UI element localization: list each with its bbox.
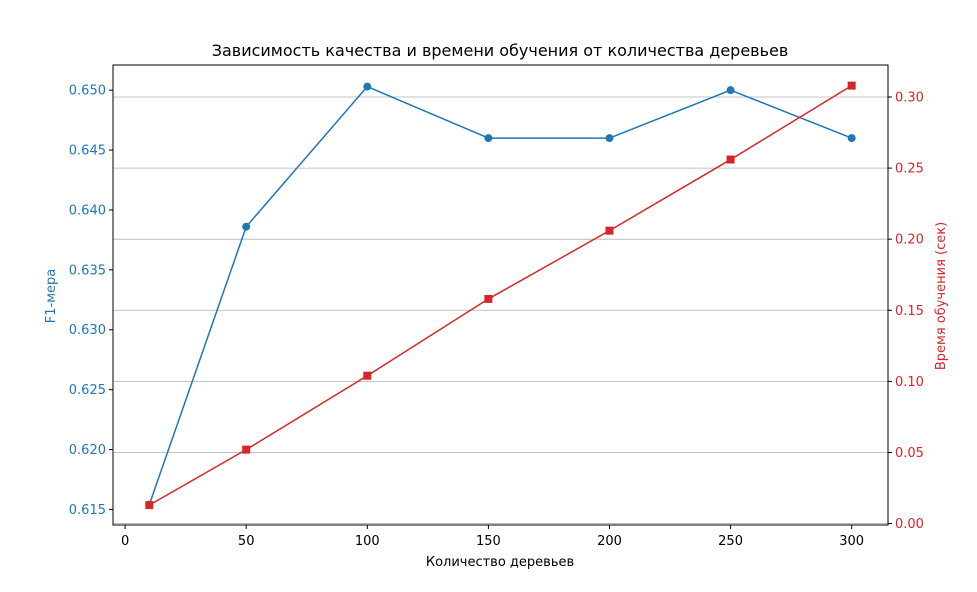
y-left-tick-label: 0.620 — [69, 443, 106, 458]
time-point — [605, 226, 614, 235]
chart-title: Зависимость качества и времени обучения … — [212, 41, 789, 60]
y-right-tick-label: 0.00 — [895, 517, 924, 532]
f1-point — [484, 134, 493, 143]
series-layer — [145, 81, 856, 510]
time-point — [726, 155, 735, 164]
y-left-tick-label: 0.645 — [69, 144, 106, 159]
f1-point — [363, 82, 372, 91]
y-left-tick-label: 0.650 — [69, 84, 106, 99]
time-point — [145, 501, 154, 510]
y-right-tick-label: 0.25 — [895, 162, 924, 177]
y-right-tick-label: 0.20 — [895, 233, 924, 248]
f1-point — [847, 134, 856, 143]
x-tick-label: 50 — [238, 534, 255, 549]
y-left-tick-label: 0.635 — [69, 263, 106, 278]
x-tick-label: 300 — [839, 534, 864, 549]
y-right-tick-label: 0.10 — [895, 375, 924, 390]
x-axis-label: Количество деревьев — [426, 555, 574, 570]
time-point — [242, 445, 251, 454]
f1-point — [726, 86, 735, 95]
f1-point — [605, 134, 614, 143]
y-right-tick-label: 0.30 — [895, 90, 924, 105]
time-point — [484, 294, 493, 303]
y-left-tick-label: 0.630 — [69, 323, 106, 338]
x-tick-label: 150 — [476, 534, 501, 549]
time-point — [363, 371, 372, 380]
time-point — [847, 81, 856, 90]
f1-point — [242, 222, 251, 231]
y-axis-right-label: Время обучения (сек) — [934, 222, 949, 370]
y-left-tick-label: 0.625 — [69, 383, 106, 398]
x-tick-label: 100 — [355, 534, 380, 549]
y-right-tick-label: 0.05 — [895, 446, 924, 461]
x-tick-label: 250 — [718, 534, 743, 549]
plot-frame — [112, 64, 889, 526]
y-right-tick-label: 0.15 — [895, 304, 924, 319]
axis-layer: 0 50 100 150 200 250 300 0.615 0.620 0.625 0.630 0.… — [69, 84, 924, 549]
y-left-tick-label: 0.640 — [69, 203, 106, 218]
y-left-tick-label: 0.615 — [69, 503, 106, 518]
x-tick-label: 200 — [597, 534, 622, 549]
y-axis-left-label: F1-мера — [44, 269, 59, 323]
time-series-line — [148, 84, 853, 506]
x-tick-label: 0 — [121, 534, 129, 549]
